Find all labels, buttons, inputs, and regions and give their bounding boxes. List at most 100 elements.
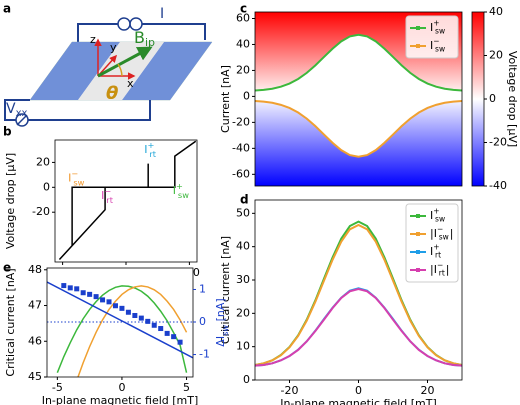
legend-label-text: I [430, 209, 433, 222]
legend-marker [416, 268, 420, 272]
schematic: a I Vxx z y x Bip θ [3, 2, 213, 127]
y-tick-label: 46 [28, 334, 42, 347]
point [67, 285, 73, 291]
colorbar-label: Voltage drop [μV] [506, 51, 519, 147]
field-text: B [134, 28, 145, 47]
plot-area [55, 140, 197, 262]
legend-label-after: | [446, 263, 450, 276]
point [80, 290, 86, 296]
x-tick-label: 20 [421, 384, 435, 397]
point [61, 283, 67, 289]
y-tick-label: 60 [236, 11, 250, 24]
x-label: x [127, 77, 134, 90]
y-tick-label: 0 [243, 89, 250, 102]
z-label: z [90, 33, 96, 46]
legend-marker [416, 214, 420, 218]
legend-label-text: I [430, 39, 433, 52]
point [151, 322, 157, 328]
electrode [122, 42, 212, 100]
legend-label-text: I [430, 21, 433, 34]
voltage-label: Vxx [6, 101, 27, 119]
colorbar-tick-label: -20 [489, 136, 507, 149]
angle-arc [117, 63, 123, 77]
field-sub: ip [145, 36, 155, 49]
voltage-text: V [6, 101, 16, 117]
field-label: Bip [134, 28, 155, 50]
y-tick-label: -20 [232, 115, 250, 128]
y-tick-label: 20 [236, 63, 250, 76]
legend-label-sub: sw [439, 233, 449, 242]
current-label: I [160, 6, 164, 22]
legend-label-sup: − [437, 261, 443, 270]
plot-data [255, 220, 462, 367]
angle-label: θ [106, 83, 118, 104]
panel-label: d [240, 193, 249, 207]
legend-label-text: I [430, 245, 433, 258]
legend-marker [416, 26, 420, 30]
colorbar-tick-label: 0 [489, 92, 496, 105]
series-line [47, 281, 193, 359]
point [132, 313, 138, 319]
panel-label: c [240, 2, 247, 16]
x-tick-label: 0 [355, 384, 362, 397]
y-tick-label: 0 [43, 180, 50, 193]
colorbar-tick-label: 40 [489, 5, 503, 18]
annotation-sup: − [71, 168, 78, 178]
x-axis-label: In-plane magnetic field [mT] [280, 397, 437, 405]
point [164, 330, 170, 336]
legend-label: I− sw [430, 37, 445, 54]
annotation-sub: rt [106, 194, 113, 204]
y-axis-label: Current [nA] [219, 65, 232, 133]
series-line [56, 285, 188, 373]
annotation-text: I [68, 172, 71, 185]
series-line [255, 33, 462, 92]
legend-label-sup: + [433, 243, 439, 252]
annotation-text: I [101, 189, 104, 202]
plot-data [47, 281, 193, 377]
legend-label-sup: + [433, 207, 439, 216]
y-tick-label: 20 [36, 155, 50, 168]
legend-label-sub: sw [435, 215, 445, 224]
y2-axis-label-after: [nA] [214, 298, 227, 325]
annotation-sub: sw [73, 177, 84, 187]
annotation-text: I [144, 143, 147, 156]
y-tick-label: -40 [232, 141, 250, 154]
series-line [255, 223, 462, 366]
annotation-sub: sw [178, 189, 189, 199]
current-source [117, 17, 131, 31]
y2-tick-label: 0 [199, 315, 206, 328]
colorbar [471, 11, 485, 187]
point [145, 318, 151, 324]
axes-frame [254, 11, 463, 187]
legend-label: I+ sw [430, 19, 445, 36]
heatmap-region [255, 100, 462, 186]
legend-label: |I− sw| [430, 225, 454, 242]
point [87, 291, 93, 297]
legend-label-text: |I [430, 227, 437, 240]
point [158, 326, 164, 332]
legend-label: I+ sw [430, 207, 445, 224]
legend-label-sub: rt [435, 251, 441, 260]
y-tick-label: 20 [236, 306, 250, 319]
point [125, 309, 131, 315]
current-source [129, 17, 143, 31]
annotation-text: I [173, 184, 176, 197]
field-arrow [97, 46, 153, 78]
legend-label-sub: rt [439, 269, 445, 278]
series-line [58, 140, 197, 261]
point [177, 339, 183, 345]
legend-label: I+ rt [430, 243, 441, 260]
y2-axis-label-text: ΔI [214, 336, 227, 347]
x-tick-label: 0 [118, 381, 125, 394]
y-tick-label: 47 [28, 299, 42, 312]
legend-label-after: | [450, 227, 454, 240]
point [106, 299, 112, 305]
annotation-sup: + [147, 140, 154, 150]
annotation: I+ rt [144, 140, 157, 159]
y2-axis-label: ΔIsw [nA] [214, 298, 229, 346]
y-tick-label: 0 [243, 373, 250, 386]
y-tick-label: 48 [28, 263, 42, 276]
annotation-sup: − [104, 186, 111, 196]
point [119, 305, 125, 311]
point [171, 334, 177, 340]
